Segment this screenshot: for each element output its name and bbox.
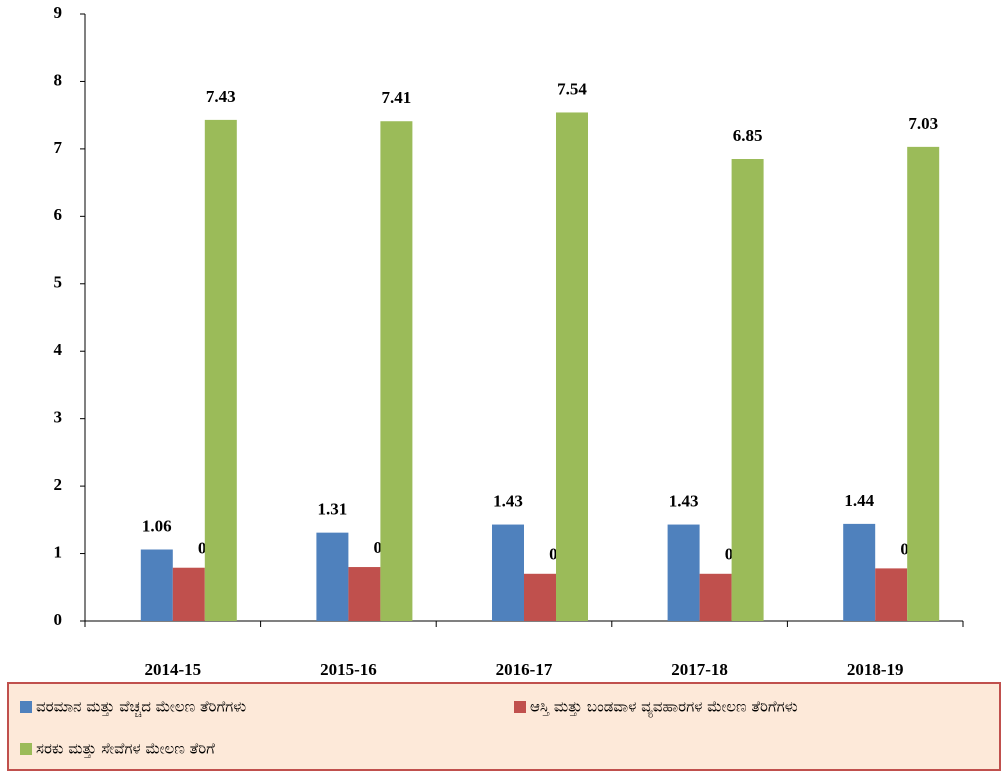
legend-swatch [20,701,32,713]
bar [667,524,700,621]
bar [316,532,349,621]
data-label: 7.54 [557,79,587,98]
y-tick-label: 0 [54,610,63,629]
bar [699,573,732,621]
data-label: 1.06 [142,516,172,535]
y-tick-label: 1 [54,542,63,561]
y-tick-label: 5 [54,273,63,292]
legend-label: ಆಸ್ತಿ ಮತ್ತು ಬಂಡವಾಳ ವ್ಯವಹಾರಗಳ ಮೇಲಣ ತೆರಿಗೆ… [530,698,798,718]
bar [492,524,524,621]
y-tick-label: 3 [54,408,63,427]
data-label: 7.43 [206,87,236,106]
legend-swatch [514,701,526,713]
bar [875,568,908,621]
y-tick-label: 2 [54,475,63,494]
bar [731,159,764,621]
x-tick-label: 2018-19 [847,660,904,679]
bar [843,523,876,621]
x-tick-label: 2015-16 [320,660,377,679]
data-label: 1.43 [493,491,523,510]
bar [348,567,381,621]
y-tick-label: 6 [54,205,63,224]
legend-label: ವರಮಾನ ಮತ್ತು ವೆಚ್ಚದ ಮೇಲಣ ತೆರಿಗೆಗಳು [36,698,246,718]
x-tick-label: 2016-17 [496,660,553,679]
y-tick-label: 8 [54,70,63,89]
x-tick-label: 2014-15 [144,660,201,679]
bar [556,112,588,622]
data-label: 1.44 [844,491,874,510]
data-label: 1.31 [318,500,348,519]
bar [524,573,556,621]
legend-box [7,682,1001,771]
legend-label: ಸರಕು ಮತ್ತು ಸೇವೆಗಳ ಮೇಲಣ ತೆರಿಗೆ [36,740,215,758]
y-tick-label: 9 [54,3,63,22]
data-label: 7.03 [908,114,938,133]
bar [204,119,237,621]
data-label: 6.85 [733,126,763,145]
legend-swatch [20,743,32,755]
bar [172,567,205,621]
x-tick-label: 2017-18 [671,660,728,679]
y-tick-label: 4 [54,340,63,359]
bar [907,146,940,622]
data-label: 1.43 [669,491,699,510]
y-tick-label: 7 [54,138,63,157]
data-label: 7.41 [382,88,412,107]
bar [140,549,173,621]
bar [380,121,413,621]
